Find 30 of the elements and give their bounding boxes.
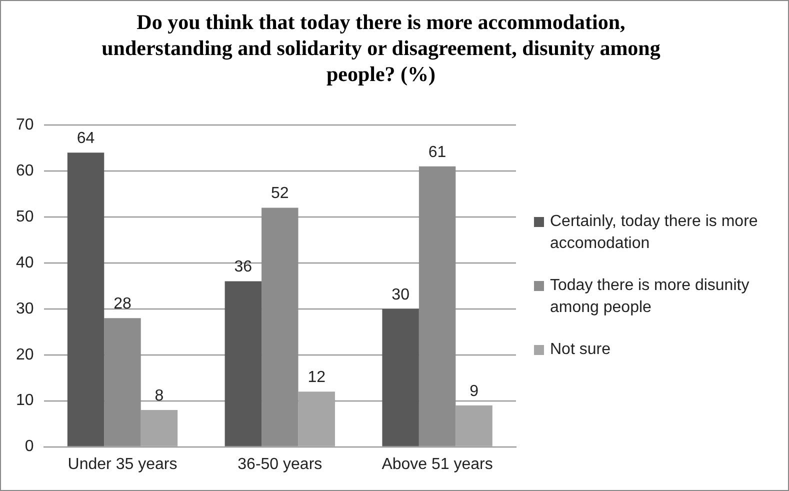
y-tick-label: 30	[16, 300, 34, 318]
bar	[67, 152, 104, 446]
x-tick-label: 36-50 years	[238, 456, 322, 473]
y-tick-label: 70	[16, 116, 34, 134]
data-label: 30	[392, 286, 410, 304]
legend-label: Today there is more disunity among people	[550, 276, 750, 318]
x-tick-label: Under 35 years	[68, 456, 178, 473]
y-tick-label: 0	[24, 438, 34, 456]
legend-label: Not sure	[550, 340, 610, 360]
data-label: 8	[154, 387, 164, 404]
chart-title: Do you think that today there is more accommodation, understanding and solidarity or disagreement, disunity among people? (%)	[100, 9, 662, 87]
y-tick-label: 20	[16, 346, 34, 364]
y-tick-label: 60	[16, 162, 34, 180]
bar	[298, 392, 335, 446]
legend-label: Certainly, today there is more accomodation	[550, 212, 759, 254]
data-label: 28	[114, 295, 132, 312]
data-label: 9	[470, 382, 479, 400]
data-label: 61	[428, 144, 446, 161]
bar	[456, 405, 492, 446]
data-label: 52	[271, 185, 289, 202]
data-label: 36	[234, 258, 252, 276]
bar	[224, 281, 262, 446]
data-label: 12	[308, 369, 326, 386]
y-tick-label: 50	[16, 208, 34, 226]
x-tick-label: Above 51 years	[382, 456, 493, 473]
data-label: 64	[76, 130, 95, 147]
bar	[382, 308, 419, 446]
bar	[140, 410, 178, 446]
y-tick-label: 10	[16, 392, 34, 410]
y-tick-label: 40	[16, 254, 34, 272]
